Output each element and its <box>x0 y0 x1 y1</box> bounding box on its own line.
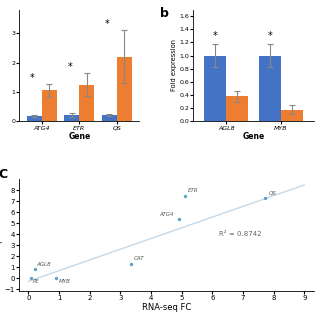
Point <box>53 275 59 280</box>
Text: *: * <box>105 19 110 29</box>
Bar <box>102 115 117 121</box>
Text: *: * <box>30 73 35 83</box>
Bar <box>42 91 57 121</box>
Bar <box>226 96 248 121</box>
Y-axis label: RT-qPCR FC: RT-qPCR FC <box>0 213 3 257</box>
Text: R² = 0.8742: R² = 0.8742 <box>219 231 261 237</box>
Point <box>262 196 267 201</box>
Bar <box>259 56 281 121</box>
Text: b: b <box>160 7 169 20</box>
Text: MYB: MYB <box>59 278 71 284</box>
Text: *: * <box>68 62 72 72</box>
Bar <box>64 115 79 121</box>
Bar <box>204 56 226 121</box>
Text: *: * <box>268 31 272 41</box>
Bar <box>79 84 94 121</box>
Text: C: C <box>0 168 8 181</box>
Text: ETR: ETR <box>188 188 199 193</box>
Point <box>32 267 37 272</box>
Bar <box>281 109 303 121</box>
X-axis label: Gene: Gene <box>242 132 265 141</box>
Text: PE: PE <box>33 278 40 284</box>
Point <box>29 275 34 280</box>
Text: CAT: CAT <box>133 256 144 261</box>
Bar <box>117 57 132 121</box>
Bar <box>27 116 42 121</box>
Text: *: * <box>213 31 218 41</box>
Point <box>176 217 181 222</box>
Text: ATG4: ATG4 <box>160 212 174 217</box>
Point <box>129 261 134 266</box>
X-axis label: RNA-seq FC: RNA-seq FC <box>142 303 191 312</box>
Y-axis label: Fold expression: Fold expression <box>171 39 177 92</box>
Text: AGL8: AGL8 <box>36 261 51 267</box>
Text: QS: QS <box>269 191 277 196</box>
X-axis label: Gene: Gene <box>68 132 91 141</box>
Point <box>182 193 187 198</box>
